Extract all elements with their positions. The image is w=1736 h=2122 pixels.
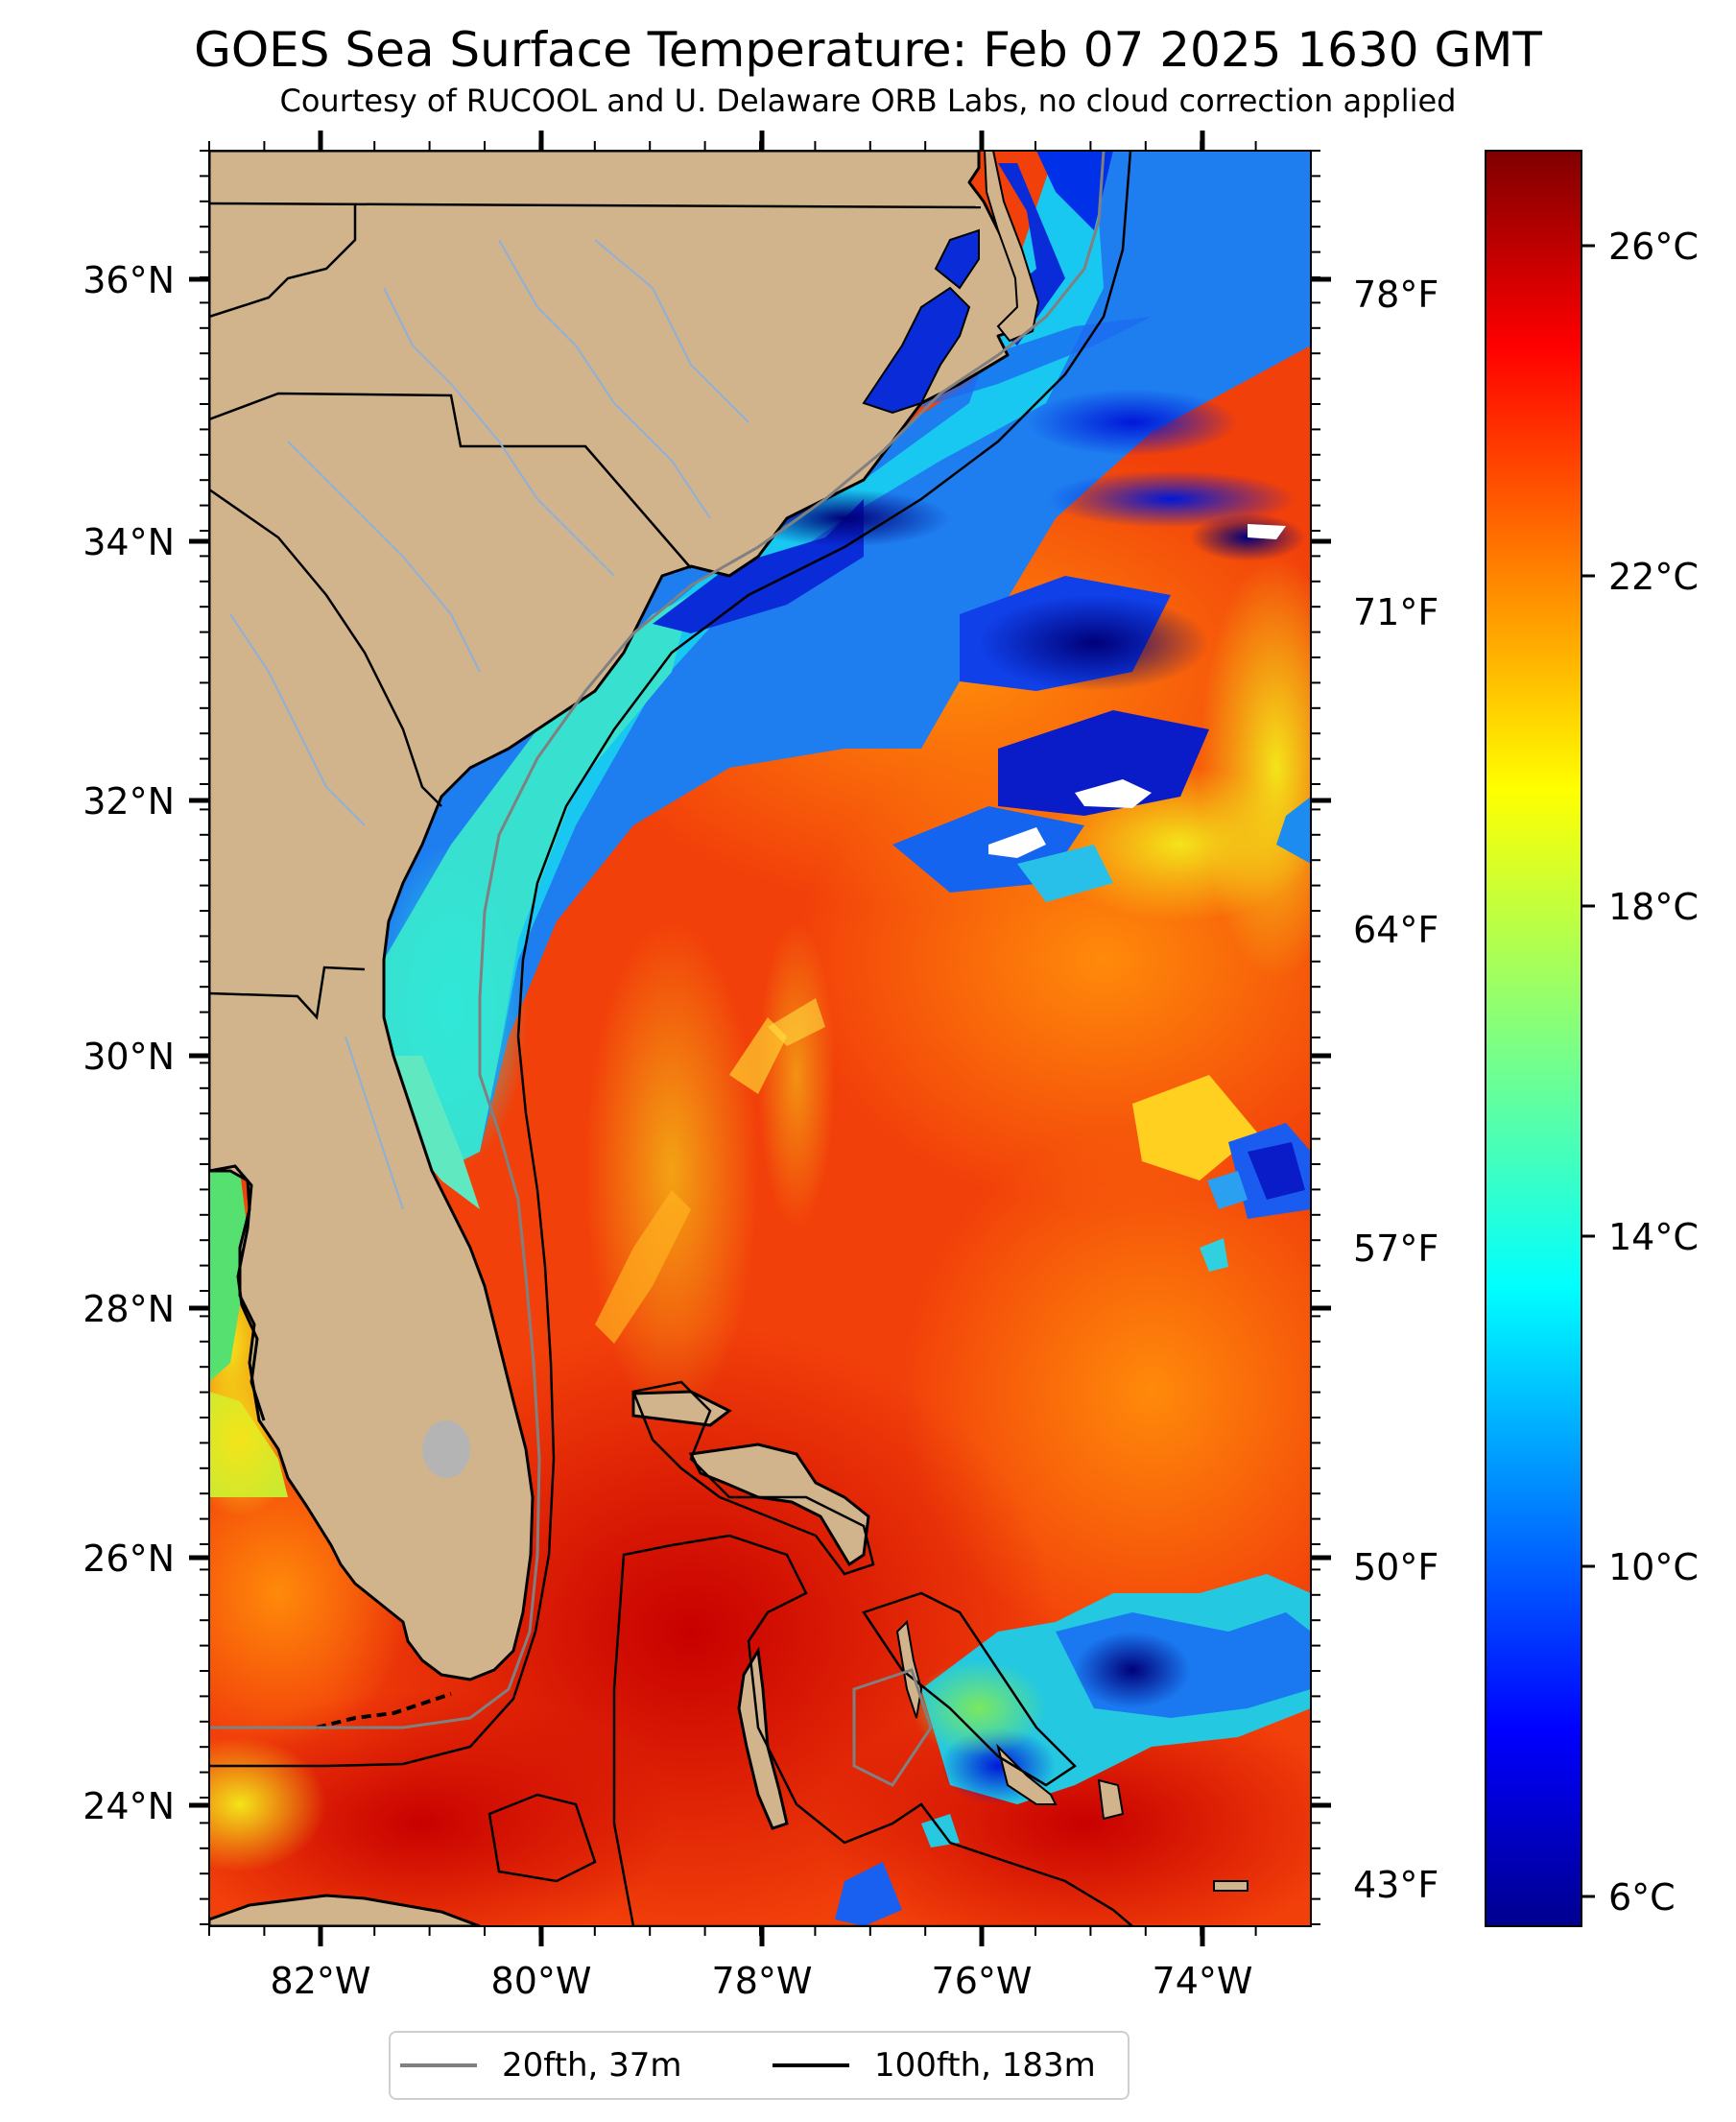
legend-swatch-gray-line bbox=[400, 2063, 477, 2067]
fahrenheit-label: 71°F bbox=[1353, 591, 1439, 633]
colorbar-label: 14°C bbox=[1608, 1216, 1699, 1258]
fahrenheit-label: 64°F bbox=[1353, 909, 1439, 951]
lon-label: 78°W bbox=[712, 1960, 813, 2002]
lon-label: 82°W bbox=[271, 1960, 371, 2002]
colorbar-label: 18°C bbox=[1608, 886, 1699, 928]
lat-label: 36°N bbox=[83, 259, 175, 301]
axis-labels: 82°W 80°W 78°W 76°W 74°W 24°N 26°N 28°N … bbox=[83, 259, 1439, 2002]
colorbar-label: 22°C bbox=[1608, 556, 1699, 598]
legend-item-20fth: 20fth, 37m bbox=[400, 2033, 682, 2098]
isobath-20fth bbox=[209, 151, 1106, 1729]
fahrenheit-label: 78°F bbox=[1353, 274, 1439, 316]
lon-label: 80°W bbox=[491, 1960, 592, 2002]
lat-label: 24°N bbox=[83, 1785, 175, 1827]
fahrenheit-label: 57°F bbox=[1353, 1228, 1439, 1270]
lon-label: 74°W bbox=[1153, 1960, 1253, 2002]
lat-label: 32°N bbox=[83, 780, 175, 823]
legend-label: 20fth, 37m bbox=[502, 2046, 682, 2085]
colorbar: 6°C 10°C 14°C 18°C 22°C 26°C bbox=[1485, 150, 1699, 1927]
map-minor-ticks bbox=[200, 141, 1320, 1936]
legend-label: 100fth, 183m bbox=[874, 2046, 1096, 2085]
chart-subtitle: Courtesy of RUCOOL and U. Delaware ORB L… bbox=[279, 83, 1457, 119]
colorbar-label: 6°C bbox=[1608, 1876, 1676, 1919]
legend-swatch-black-line bbox=[773, 2063, 849, 2067]
lat-label: 34°N bbox=[83, 521, 175, 563]
map-ticks bbox=[189, 131, 1331, 1946]
state-borders bbox=[209, 202, 982, 1020]
lat-label: 26°N bbox=[83, 1538, 175, 1580]
isobath-100fth bbox=[209, 151, 1132, 1768]
fahrenheit-label: 43°F bbox=[1353, 1864, 1439, 1906]
legend-item-100fth: 100fth, 183m bbox=[773, 2033, 1096, 2098]
land bbox=[209, 151, 1248, 1926]
colorbar-label: 26°C bbox=[1608, 226, 1699, 268]
lat-label: 28°N bbox=[83, 1288, 175, 1330]
colorbar-label: 10°C bbox=[1608, 1546, 1699, 1588]
chart-title: GOES Sea Surface Temperature: Feb 07 202… bbox=[194, 22, 1542, 78]
legend: 20fth, 37m 100fth, 183m bbox=[389, 2031, 1130, 2100]
fahrenheit-label: 50°F bbox=[1353, 1546, 1439, 1588]
lon-label: 76°W bbox=[932, 1960, 1033, 2002]
rivers bbox=[229, 239, 749, 1210]
lat-label: 30°N bbox=[83, 1036, 175, 1078]
isobaths bbox=[209, 151, 1134, 1926]
